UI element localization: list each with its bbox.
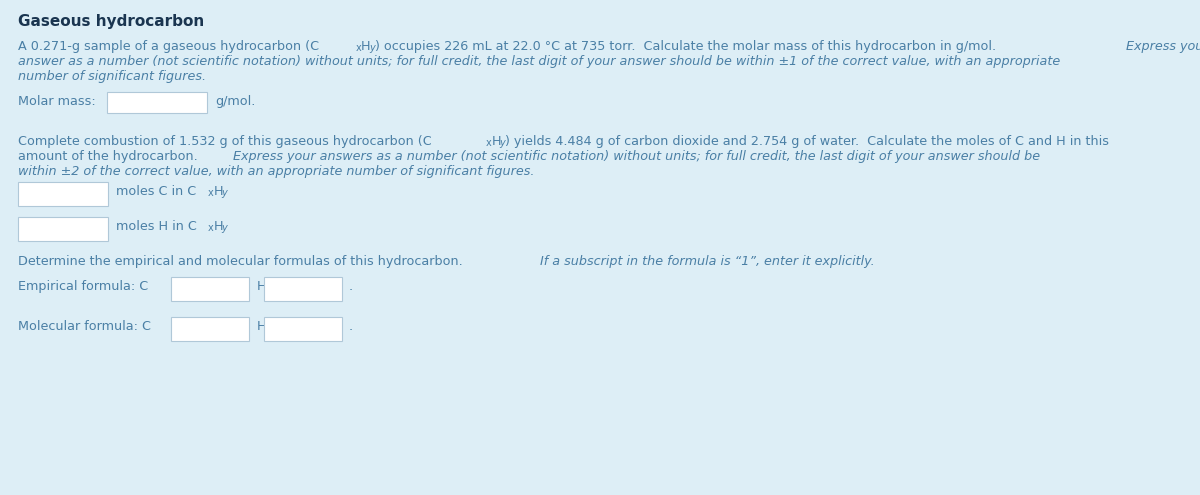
Text: x: x — [208, 188, 214, 198]
Text: answer as a number (not scientific notation) without units; for full credit, the: answer as a number (not scientific notat… — [18, 55, 1061, 68]
FancyBboxPatch shape — [172, 317, 250, 341]
Text: Express your answers as a number (not scientific notation) without units; for fu: Express your answers as a number (not sc… — [233, 150, 1039, 163]
Text: x: x — [486, 138, 492, 148]
Text: number of significant figures.: number of significant figures. — [18, 70, 206, 83]
Text: y: y — [499, 138, 505, 148]
Text: amount of the hydrocarbon.: amount of the hydrocarbon. — [18, 150, 205, 163]
Text: H: H — [257, 280, 266, 293]
Text: moles C in C: moles C in C — [116, 185, 197, 198]
FancyBboxPatch shape — [172, 277, 250, 301]
Text: H: H — [214, 185, 223, 198]
Text: g/mol.: g/mol. — [215, 95, 256, 108]
Text: H: H — [257, 320, 266, 333]
Text: moles H in C: moles H in C — [116, 220, 197, 233]
Text: H: H — [492, 135, 502, 148]
Text: ) occupies 226 mL at 22.0 °C at 735 torr.  Calculate the molar mass of this hydr: ) occupies 226 mL at 22.0 °C at 735 torr… — [374, 40, 996, 53]
Text: y: y — [222, 188, 227, 198]
FancyBboxPatch shape — [107, 92, 208, 113]
Text: within ±2 of the correct value, with an appropriate number of significant figure: within ±2 of the correct value, with an … — [18, 165, 534, 178]
Text: Gaseous hydrocarbon: Gaseous hydrocarbon — [18, 14, 204, 29]
FancyBboxPatch shape — [264, 277, 342, 301]
FancyBboxPatch shape — [18, 182, 108, 206]
FancyBboxPatch shape — [18, 217, 108, 241]
Text: ) yields 4.484 g of carbon dioxide and 2.754 g of water.  Calculate the moles of: ) yields 4.484 g of carbon dioxide and 2… — [505, 135, 1109, 148]
Text: x: x — [208, 223, 214, 233]
Text: .: . — [349, 320, 353, 333]
Text: y: y — [222, 223, 227, 233]
FancyBboxPatch shape — [264, 317, 342, 341]
Text: H: H — [214, 220, 223, 233]
Text: Determine the empirical and molecular formulas of this hydrocarbon.: Determine the empirical and molecular fo… — [18, 255, 463, 268]
Text: y: y — [368, 43, 374, 53]
Text: Complete combustion of 1.532 g of this gaseous hydrocarbon (C: Complete combustion of 1.532 g of this g… — [18, 135, 432, 148]
Text: Molecular formula: C: Molecular formula: C — [18, 320, 151, 333]
Text: .: . — [349, 280, 353, 293]
Text: Molar mass:: Molar mass: — [18, 95, 96, 108]
Text: H: H — [361, 40, 371, 53]
Text: Empirical formula: C: Empirical formula: C — [18, 280, 149, 293]
Text: x: x — [355, 43, 361, 53]
Text: Express your: Express your — [1118, 40, 1200, 53]
Text: If a subscript in the formula is “1”, enter it explicitly.: If a subscript in the formula is “1”, en… — [532, 255, 875, 268]
Text: A 0.271-g sample of a gaseous hydrocarbon (C: A 0.271-g sample of a gaseous hydrocarbo… — [18, 40, 319, 53]
